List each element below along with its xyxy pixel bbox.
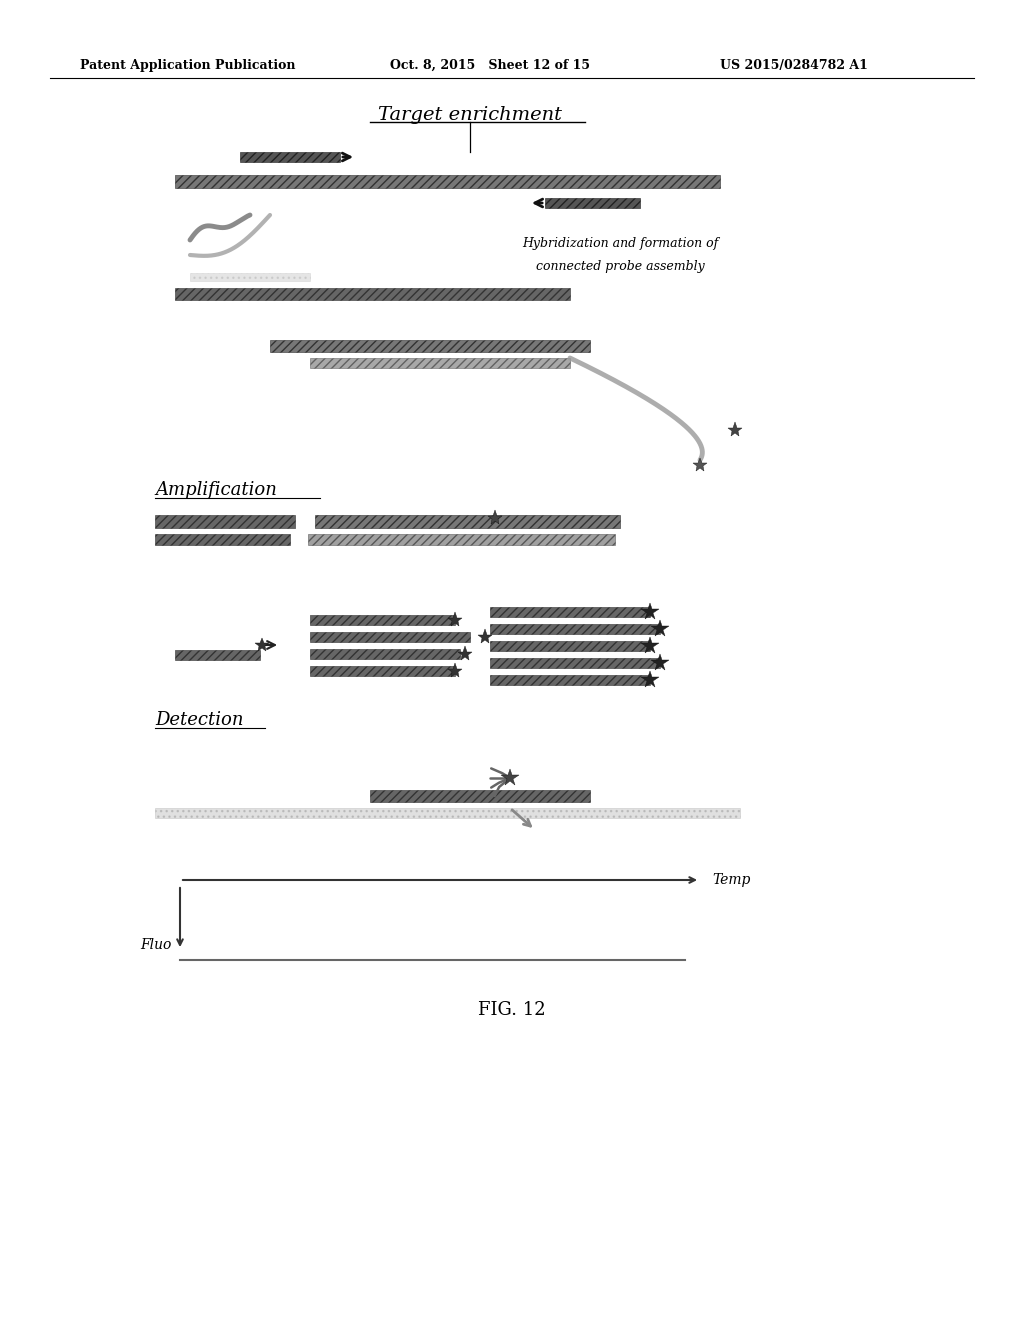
Text: US 2015/0284782 A1: US 2015/0284782 A1 bbox=[720, 58, 868, 71]
Text: Patent Application Publication: Patent Application Publication bbox=[80, 58, 296, 71]
Text: Oct. 8, 2015   Sheet 12 of 15: Oct. 8, 2015 Sheet 12 of 15 bbox=[390, 58, 590, 71]
Text: Target enrichment: Target enrichment bbox=[378, 106, 562, 124]
Bar bbox=[310, 358, 570, 368]
Bar bbox=[370, 789, 590, 803]
Bar bbox=[490, 675, 650, 685]
Bar bbox=[490, 607, 650, 616]
Bar bbox=[175, 288, 570, 300]
Bar bbox=[240, 152, 340, 162]
Bar bbox=[310, 615, 455, 624]
Bar bbox=[310, 667, 455, 676]
Bar bbox=[310, 632, 470, 642]
Bar bbox=[175, 649, 260, 660]
Bar bbox=[308, 535, 615, 545]
Bar bbox=[270, 341, 590, 352]
Text: Hybridization and formation of
connected probe assembly: Hybridization and formation of connected… bbox=[522, 238, 718, 273]
Bar bbox=[155, 515, 295, 528]
Bar bbox=[155, 808, 740, 818]
Bar bbox=[315, 515, 620, 528]
Text: Fluo: Fluo bbox=[140, 939, 172, 952]
Text: Temp: Temp bbox=[712, 873, 751, 887]
Text: Amplification: Amplification bbox=[155, 480, 276, 499]
Bar bbox=[490, 657, 660, 668]
Text: FIG. 12: FIG. 12 bbox=[478, 1001, 546, 1019]
Bar bbox=[155, 535, 290, 545]
Bar bbox=[490, 624, 660, 634]
Bar bbox=[175, 176, 720, 187]
Bar bbox=[490, 642, 650, 651]
Text: Detection: Detection bbox=[155, 711, 244, 729]
Bar bbox=[545, 198, 640, 209]
Bar bbox=[310, 649, 460, 659]
Bar bbox=[190, 273, 310, 281]
